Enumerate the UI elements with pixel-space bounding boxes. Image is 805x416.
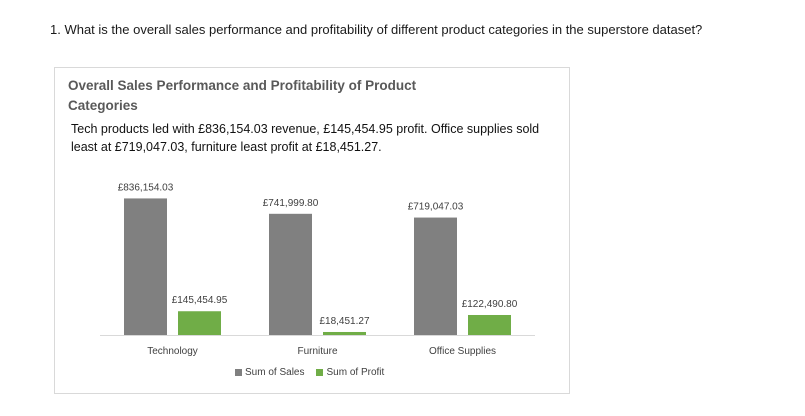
data-label-sales-office-supplies: £719,047.03: [408, 202, 464, 213]
legend-label-profit: Sum of Profit: [326, 367, 385, 378]
category-label-technology: Technology: [147, 346, 198, 357]
chart-legend: Sum of Sales Sum of Profit: [235, 367, 384, 378]
data-label-profit-office-supplies: £122,490.80: [462, 299, 518, 310]
legend-swatch-sales: [235, 369, 242, 376]
data-label-sales-furniture: £741,999.80: [263, 198, 319, 209]
data-label-profit-furniture: £18,451.27: [319, 316, 369, 327]
bar-profit-office-supplies: [468, 314, 511, 335]
question-text: 1. What is the overall sales performance…: [50, 22, 703, 37]
category-label-office-supplies: Office Supplies: [429, 346, 496, 357]
data-label-profit-technology: £145,454.95: [172, 295, 228, 306]
legend-label-sales: Sum of Sales: [245, 367, 305, 378]
bar-profit-technology: [178, 311, 221, 335]
legend-item-sales: Sum of Sales: [235, 367, 304, 378]
legend-swatch-profit: [316, 369, 324, 376]
chart-card: Overall Sales Performance and Profitabil…: [54, 67, 570, 394]
chart-description: Tech products led with £836,154.03 reven…: [71, 122, 540, 154]
bar-chart: £836,154.03 £145,454.95 Technology £741,999…: [100, 182, 535, 357]
bar-sales-technology: [124, 198, 167, 335]
category-label-furniture: Furniture: [297, 346, 337, 357]
data-label-sales-technology: £836,154.03: [118, 182, 174, 193]
legend-item-profit: Sum of Profit: [316, 367, 384, 378]
chart-title: Overall Sales Performance and Profitabil…: [68, 78, 417, 113]
bar-profit-furniture: [323, 331, 366, 335]
bar-sales-office-supplies: [414, 217, 457, 335]
bar-sales-furniture: [269, 213, 312, 335]
